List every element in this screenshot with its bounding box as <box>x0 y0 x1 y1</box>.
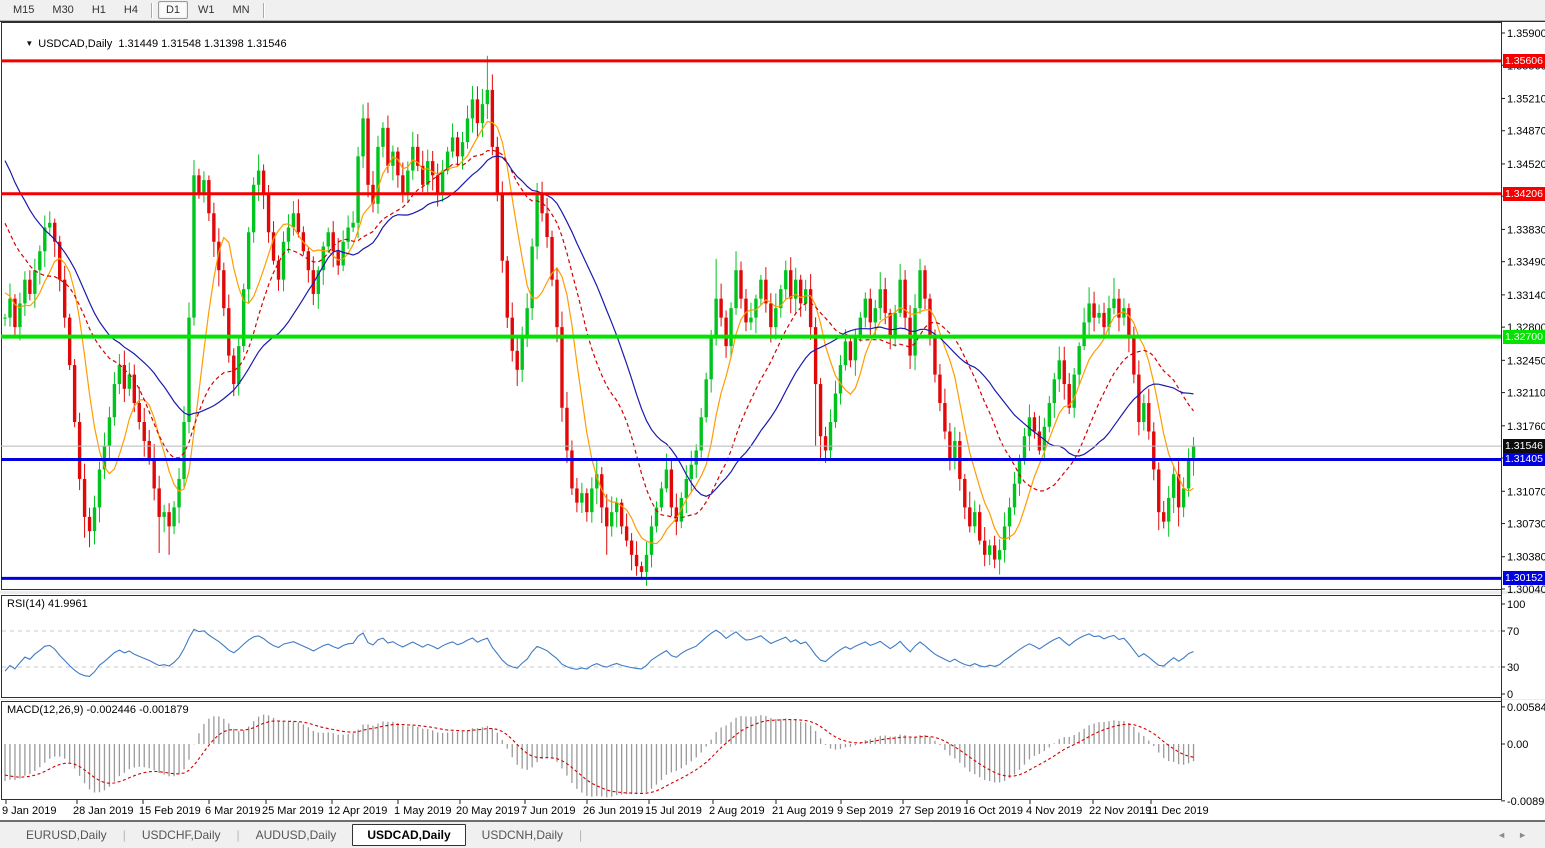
timeframe-button-d1[interactable]: D1 <box>157 1 188 19</box>
price-tick-label: 1.35210 <box>1507 93 1545 105</box>
timeframe-button-m15[interactable]: M15 <box>13 4 35 16</box>
macd-histogram <box>4 714 1195 798</box>
toolbar-separator <box>262 2 265 18</box>
current-price-badge: 1.31546 <box>1503 439 1545 453</box>
price-tick-label: 1.32110 <box>1507 388 1545 400</box>
price-tick-label: 1.35900 <box>1507 28 1545 40</box>
price-badge-1.35606: 1.35606 <box>1503 54 1545 68</box>
date-label: 21 Aug 2019 <box>772 805 834 817</box>
price-badge-1.30152: 1.30152 <box>1503 571 1545 585</box>
date-label: 9 Jan 2019 <box>2 805 56 817</box>
price-tick-label: 1.30040 <box>1507 584 1545 596</box>
date-label: 26 Jun 2019 <box>583 805 644 817</box>
date-label: 4 Nov 2019 <box>1026 805 1082 817</box>
date-label: 6 Mar 2019 <box>205 805 261 817</box>
rsi-tick-label: 0 <box>1507 689 1513 701</box>
date-label: 16 Oct 2019 <box>963 805 1023 817</box>
chart-tab-eurusd[interactable]: EURUSD,Daily <box>26 828 107 842</box>
timeframe-button-mn[interactable]: MN <box>232 4 250 16</box>
chart-tab-usdchf[interactable]: USDCHF,Daily <box>141 828 221 842</box>
macd-tick-label: 0.005849 <box>1507 702 1545 714</box>
pane-frame <box>1 595 1502 698</box>
price-tick-label: 1.33140 <box>1507 290 1545 302</box>
price-tick-label: 1.33490 <box>1507 257 1545 269</box>
macd-tick-label: 0.00 <box>1507 739 1528 751</box>
price-badge-1.32700: 1.32700 <box>1503 330 1545 344</box>
price-tick-label: 1.31760 <box>1507 421 1545 433</box>
date-label: 15 Jul 2019 <box>645 805 702 817</box>
rsi-tick-label: 100 <box>1507 599 1525 611</box>
chart-tab-usdcnh[interactable]: USDCNH,Daily <box>481 828 564 842</box>
date-label: 9 Sep 2019 <box>837 805 893 817</box>
tab-scroll-right-icon[interactable]: ► <box>1518 830 1539 840</box>
tab-separator: | <box>579 828 583 842</box>
chart-tab-bar: EURUSD,Daily | USDCHF,Daily | AUDUSD,Daily US… <box>0 820 1545 848</box>
price-tick-label: 1.31070 <box>1507 486 1545 498</box>
ma-fast-orange <box>4 120 1194 545</box>
date-label: 1 May 2019 <box>394 805 451 817</box>
macd-indicator-label: MACD(12,26,9) -0.002446 -0.001879 <box>7 704 189 716</box>
chart-tab-audusd[interactable]: AUDUSD,Daily <box>255 828 337 842</box>
pane-splitter[interactable] <box>0 699 1545 700</box>
tab-separator: | <box>236 828 240 842</box>
timeframe-toolbar: M15 M30 H1 H4 D1 W1 MN <box>0 0 1545 21</box>
chart-window[interactable]: 1.359001.355601.352101.348701.345201.341… <box>0 21 1545 820</box>
ma-slow-blue <box>4 155 1194 497</box>
timeframe-button-w1[interactable]: W1 <box>198 4 215 16</box>
date-label: 12 Apr 2019 <box>328 805 387 817</box>
tab-separator: | <box>122 828 126 842</box>
pane-frame <box>1 701 1502 800</box>
candlestick-series <box>3 55 1196 586</box>
timeframe-button-h4[interactable]: H4 <box>123 4 138 16</box>
price-tick-label: 1.34520 <box>1507 159 1545 171</box>
price-tick-label: 1.30380 <box>1507 552 1545 564</box>
symbol-period-label: USDCAD,Daily <box>38 38 113 50</box>
date-label: 27 Sep 2019 <box>899 805 961 817</box>
timeframe-button-h1[interactable]: H1 <box>91 4 106 16</box>
price-badge-1.31405: 1.31405 <box>1503 452 1545 466</box>
rsi-indicator-label: RSI(14) 41.9961 <box>7 598 88 610</box>
chart-tab-usdcad[interactable]: USDCAD,Daily <box>352 824 466 846</box>
ohlc-values: 1.31449 1.31548 1.31398 1.31546 <box>118 38 287 50</box>
ma-mid-red <box>4 149 1194 519</box>
toolbar-separator <box>150 2 153 18</box>
date-label: 15 Feb 2019 <box>139 805 201 817</box>
date-label: 11 Dec 2019 <box>1147 805 1209 817</box>
date-label: 28 Jan 2019 <box>73 805 134 817</box>
date-label: 7 Jun 2019 <box>521 805 575 817</box>
chevron-down-icon[interactable]: ▼ <box>25 39 34 48</box>
timeframe-button-m30[interactable]: M30 <box>52 4 74 16</box>
rsi-tick-label: 30 <box>1507 662 1519 674</box>
date-label: 22 Nov 2019 <box>1089 805 1151 817</box>
macd-signal-line <box>4 719 1194 795</box>
rsi-line <box>4 628 1194 677</box>
price-tick-label: 1.33830 <box>1507 224 1545 236</box>
pane-splitter[interactable] <box>0 591 1545 594</box>
date-label: 20 May 2019 <box>456 805 520 817</box>
price-tick-label: 1.32450 <box>1507 355 1545 367</box>
price-tick-label: 1.30730 <box>1507 519 1545 531</box>
tab-scroll-arrows[interactable]: ◄► <box>1497 830 1539 840</box>
pane-frame <box>1 22 1502 590</box>
date-label: 25 Mar 2019 <box>262 805 324 817</box>
chart-title: ▼ USDCAD,Daily 1.31449 1.31548 1.31398 1.… <box>7 26 287 62</box>
price-badge-1.34206: 1.34206 <box>1503 187 1545 201</box>
chart-canvas[interactable]: 1.359001.355601.352101.348701.345201.341… <box>0 21 1545 820</box>
macd-tick-label: -0.008954 <box>1507 796 1545 808</box>
date-label: 2 Aug 2019 <box>709 805 765 817</box>
price-tick-label: 1.34870 <box>1507 126 1545 138</box>
tab-scroll-left-icon[interactable]: ◄ <box>1497 830 1519 840</box>
rsi-tick-label: 70 <box>1507 626 1519 638</box>
